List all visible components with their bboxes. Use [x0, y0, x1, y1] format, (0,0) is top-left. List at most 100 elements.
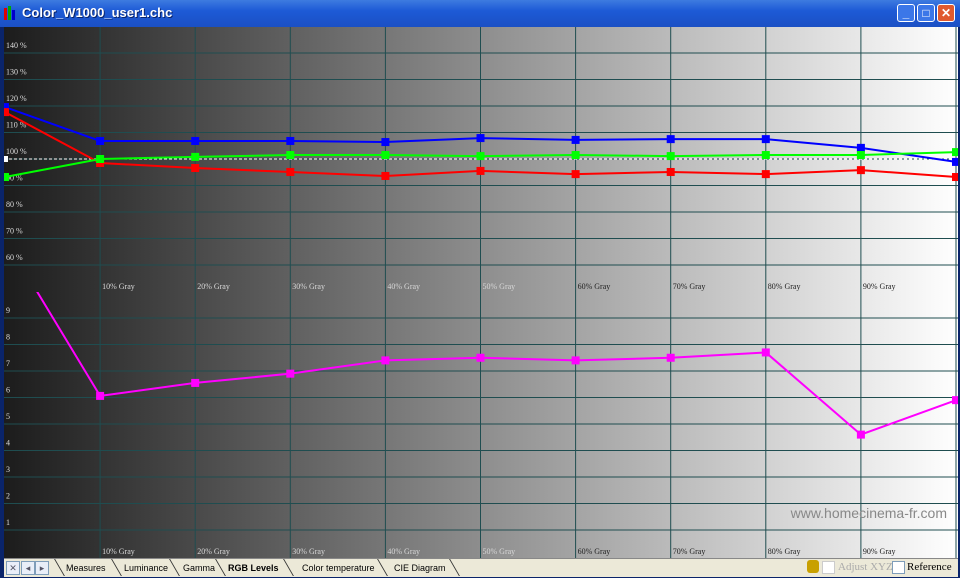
y-tick-label: 5: [6, 412, 10, 421]
data-point: [952, 148, 958, 157]
tab-luminance[interactable]: Luminance: [124, 563, 169, 573]
x-tick-label: 60% Gray: [578, 282, 611, 291]
data-point: [666, 152, 675, 161]
y-tick-label: 4: [6, 439, 10, 448]
x-tick-label: 10% Gray: [102, 282, 135, 291]
x-tick-label: 90% Gray: [863, 547, 896, 556]
x-tick-label: 40% Gray: [387, 282, 420, 291]
tab-measures[interactable]: Measures: [66, 563, 106, 573]
y-tick-label: 6: [6, 386, 10, 395]
y-tick-label: 140 %: [6, 41, 27, 50]
scroll-right-icon[interactable]: ▸: [35, 561, 49, 575]
data-point: [856, 151, 865, 160]
data-point: [761, 170, 770, 179]
data-point: [381, 356, 390, 365]
x-tick-label: 60% Gray: [578, 547, 611, 556]
app-icon: [4, 6, 18, 20]
tab-gamma[interactable]: Gamma: [183, 563, 216, 573]
data-point: [761, 135, 770, 144]
data-point: [191, 378, 200, 387]
data-point: [4, 108, 9, 117]
data-point: [476, 134, 485, 143]
data-point: [666, 167, 675, 176]
maximize-icon[interactable]: □: [917, 4, 935, 22]
y-tick-label: 3: [6, 465, 10, 474]
x-tick-label: 80% Gray: [768, 282, 801, 291]
close-icon[interactable]: ✕: [937, 4, 955, 22]
y-tick-label: 9: [6, 306, 10, 315]
adjust-xyz-label: Adjust XYZ: [838, 561, 893, 573]
y-tick-label: 1: [6, 518, 10, 527]
x-tick-label: 50% Gray: [483, 547, 516, 556]
data-point: [286, 136, 295, 145]
data-point: [286, 369, 295, 378]
data-point: [571, 356, 580, 365]
data-point: [856, 430, 865, 439]
x-tick-label: 50% Gray: [483, 282, 516, 291]
data-point: [381, 151, 390, 160]
data-point: [571, 170, 580, 179]
reference-checkbox[interactable]: [892, 561, 905, 574]
y-tick-label: 2: [6, 492, 10, 501]
data-point: [191, 152, 200, 161]
rgb-levels-chart: 140 % 130 % 120 % 110 % 100 % 90 % 80 % 70 % 60 …: [4, 27, 958, 558]
x-tick-label: 70% Gray: [673, 547, 706, 556]
data-point: [856, 143, 865, 152]
window-title: Color_W1000_user1.chc: [22, 5, 173, 20]
data-point: [952, 173, 958, 182]
data-point: [381, 171, 390, 180]
y-tick-label: 90 %: [6, 174, 23, 183]
glasses-icon[interactable]: [807, 560, 819, 573]
x-tick-label: 70% Gray: [673, 282, 706, 291]
data-point: [191, 136, 200, 145]
data-point: [476, 353, 485, 362]
title-bar: Color_W1000_user1.chc _ □ ✕: [0, 0, 960, 27]
x-tick-label: 20% Gray: [197, 282, 230, 291]
data-point: [571, 135, 580, 144]
data-point: [476, 152, 485, 161]
reference-label: Reference: [907, 561, 952, 573]
y-tick-label: 70 %: [6, 227, 23, 236]
close-tab-icon[interactable]: ✕: [6, 561, 20, 575]
x-tick-label: 90% Gray: [863, 282, 896, 291]
tab-rgb-levels[interactable]: RGB Levels: [228, 563, 279, 573]
x-tick-label: 30% Gray: [292, 282, 325, 291]
y-tick-label: 60 %: [6, 253, 23, 262]
x-tick-label: 10% Gray: [102, 547, 135, 556]
y-tick-label: 100 %: [6, 147, 27, 156]
x-tick-label: 20% Gray: [197, 547, 230, 556]
data-point: [4, 173, 9, 182]
data-point: [761, 151, 770, 160]
scroll-left-icon[interactable]: ◂: [21, 561, 35, 575]
data-point: [191, 164, 200, 173]
minimize-icon[interactable]: _: [897, 4, 915, 22]
data-point: [96, 391, 105, 400]
tab-color-temperature[interactable]: Color temperature: [302, 563, 375, 573]
data-point: [96, 136, 105, 145]
x-tick-label: 80% Gray: [768, 547, 801, 556]
data-point: [952, 396, 958, 405]
data-point: [96, 155, 105, 163]
tab-cie-diagram[interactable]: CIE Diagram: [394, 563, 446, 573]
x-tick-label: 30% Gray: [292, 547, 325, 556]
data-point: [761, 348, 770, 357]
y-tick-label: 8: [6, 333, 10, 342]
y-tick-label: 120 %: [6, 94, 27, 103]
tab-bar: ✕ ◂ ▸ Measures Luminance Gamma RGB Level…: [4, 558, 958, 577]
x-tick-label: 40% Gray: [387, 547, 420, 556]
data-point: [286, 151, 295, 160]
adjust-xyz-checkbox[interactable]: [822, 561, 835, 574]
y-tick-label: 80 %: [6, 200, 23, 209]
data-point: [571, 151, 580, 160]
data-point: [666, 353, 675, 362]
data-point: [4, 103, 9, 112]
data-point: [286, 167, 295, 176]
y-tick-label: 7: [6, 359, 10, 368]
data-point: [476, 166, 485, 175]
watermark: www.homecinema-fr.com: [790, 505, 947, 521]
data-point: [952, 157, 958, 166]
data-point: [381, 138, 390, 147]
data-point: [666, 135, 675, 144]
data-point: [856, 166, 865, 175]
y-tick-label: 110 %: [6, 121, 27, 130]
